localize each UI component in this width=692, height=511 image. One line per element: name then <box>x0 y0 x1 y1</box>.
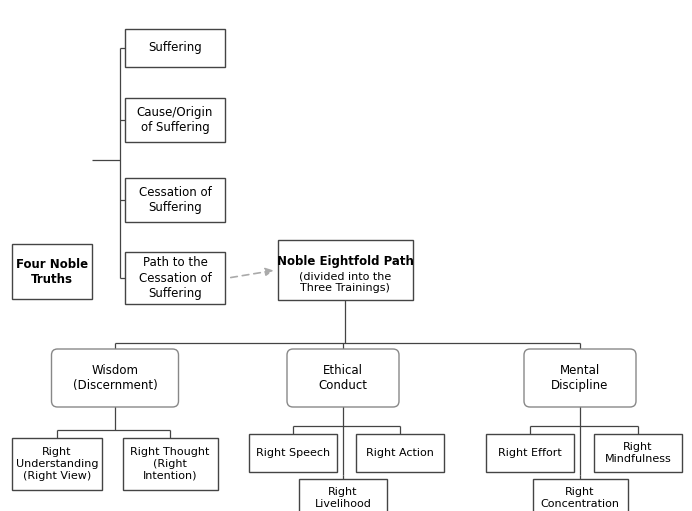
FancyBboxPatch shape <box>594 434 682 472</box>
Text: Path to the
Cessation of
Suffering: Path to the Cessation of Suffering <box>138 257 211 299</box>
Text: Right
Mindfulness: Right Mindfulness <box>605 442 671 464</box>
Text: Right Thought
(Right
Intention): Right Thought (Right Intention) <box>130 448 210 481</box>
FancyBboxPatch shape <box>125 252 225 304</box>
FancyBboxPatch shape <box>12 244 92 299</box>
Text: Ethical
Conduct: Ethical Conduct <box>318 364 367 392</box>
FancyBboxPatch shape <box>533 479 628 511</box>
FancyBboxPatch shape <box>299 479 387 511</box>
Text: Cessation of
Suffering: Cessation of Suffering <box>138 186 211 214</box>
FancyBboxPatch shape <box>51 349 179 407</box>
Text: Right
Concentration: Right Concentration <box>540 487 619 509</box>
FancyBboxPatch shape <box>277 240 412 300</box>
FancyBboxPatch shape <box>287 349 399 407</box>
FancyBboxPatch shape <box>249 434 337 472</box>
Text: Suffering: Suffering <box>148 41 202 55</box>
Text: (divided into the
Three Trainings): (divided into the Three Trainings) <box>299 271 391 293</box>
Text: Four Noble
Truths: Four Noble Truths <box>16 258 88 286</box>
Text: Cause/Origin
of Suffering: Cause/Origin of Suffering <box>137 106 213 134</box>
Text: Right Effort: Right Effort <box>498 448 562 458</box>
FancyBboxPatch shape <box>486 434 574 472</box>
Text: Noble Eightfold Path: Noble Eightfold Path <box>277 256 413 268</box>
Text: Right
Livelihood: Right Livelihood <box>315 487 372 509</box>
FancyBboxPatch shape <box>356 434 444 472</box>
FancyBboxPatch shape <box>12 438 102 490</box>
FancyBboxPatch shape <box>125 178 225 222</box>
FancyBboxPatch shape <box>125 29 225 67</box>
Text: Right Speech: Right Speech <box>256 448 330 458</box>
Text: Wisdom
(Discernment): Wisdom (Discernment) <box>73 364 157 392</box>
FancyBboxPatch shape <box>122 438 217 490</box>
FancyBboxPatch shape <box>524 349 636 407</box>
Text: Right
Understanding
(Right View): Right Understanding (Right View) <box>16 448 98 481</box>
Text: Mental
Discipline: Mental Discipline <box>552 364 609 392</box>
Text: Right Action: Right Action <box>366 448 434 458</box>
FancyBboxPatch shape <box>125 98 225 142</box>
